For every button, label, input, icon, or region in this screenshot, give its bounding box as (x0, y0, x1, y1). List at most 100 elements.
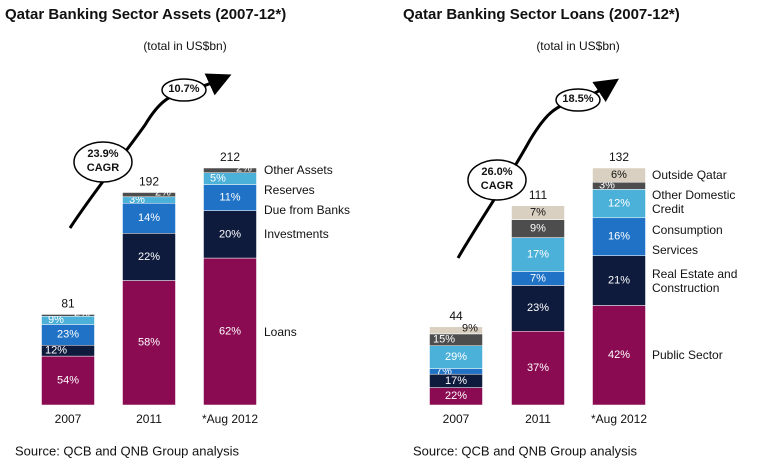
legend-entry: Outside Qatar (652, 168, 727, 183)
value-label: 17% (527, 248, 549, 260)
chart-subtitle: (total in US$bn) (536, 39, 619, 53)
annotation: 10.7% (168, 83, 200, 95)
value-label: 7% (530, 207, 546, 219)
annotation-box: 18.5% (562, 93, 594, 105)
bar-segment (511, 285, 565, 332)
value-label: 9% (530, 223, 546, 235)
legend-entry-box: Consumption (652, 223, 723, 238)
legend-entry-box: Real Estate and Construction (652, 266, 738, 295)
value-label: 6% (611, 169, 627, 181)
bar-total: 111 (529, 188, 548, 202)
bar-segment (122, 192, 176, 198)
annotation: 23.9% CAGR (86, 148, 120, 174)
legend-entry: Loans (264, 324, 297, 339)
bar-segment (511, 205, 565, 220)
legend-entry: Due from Banks (264, 203, 351, 218)
growth-arrow (68, 73, 232, 229)
value-label: 58% (138, 337, 160, 349)
bar-segment (511, 331, 565, 406)
value-label: 14% (138, 212, 160, 224)
annotation-box: 26.0% CAGR (480, 166, 514, 192)
legend-entry: Services (652, 243, 699, 258)
annotation: 26.0% CAGR (480, 166, 514, 192)
value-label: 7% (530, 272, 546, 284)
value-label: 9% (48, 314, 64, 326)
bar-segment (122, 233, 176, 281)
bar-segment (41, 314, 95, 317)
value-label: 20% (219, 228, 241, 240)
x-tick-label: 2007 (443, 412, 470, 426)
legend-entry-box: Investments (264, 227, 329, 242)
bar-segment (122, 202, 176, 234)
annotation-ellipse (161, 78, 207, 102)
annotation: 18.5% (562, 93, 594, 105)
x-tick-label: 2011 (525, 412, 551, 426)
chart-subtitle: (total in US$bn) (143, 39, 226, 53)
chart-title: Qatar Banking Sector Assets (2007-12*) (5, 6, 286, 23)
bar-segment (429, 326, 483, 335)
value-label: 12% (608, 197, 630, 209)
annotation-box: 10.7% (168, 83, 200, 95)
bar-total: 44 (449, 309, 463, 323)
value-label: 5% (210, 173, 226, 185)
value-label: 3% (599, 180, 615, 192)
value-label: 2% (236, 162, 252, 174)
value-label: 17% (445, 375, 467, 387)
bar-segment (122, 280, 176, 406)
bar-segment (511, 237, 565, 272)
value-label: 23% (57, 329, 79, 341)
legend-entry-box: Outside Qatar (652, 168, 727, 183)
x-tick-label: 2011 (136, 412, 162, 426)
chart-title: Qatar Banking Sector Loans (2007-12*) (403, 6, 680, 23)
legend-entry-box: Services (652, 243, 699, 258)
bar-segment (203, 210, 257, 259)
x-tick-label: 2007 (55, 412, 82, 426)
legend-entry: Reserves (264, 183, 315, 198)
value-label: 42% (608, 349, 630, 361)
legend-entry: Public Sector (652, 348, 723, 363)
bar-segment (203, 184, 257, 211)
value-label: 54% (57, 374, 79, 386)
legend-entry-box: Loans (264, 324, 297, 339)
legend-entry: Investments (264, 227, 329, 242)
bar-total: 192 (139, 175, 159, 189)
value-label: 21% (608, 274, 630, 286)
value-label: 15% (433, 334, 455, 346)
annotation-box: 23.9% CAGR (86, 148, 120, 174)
legend-entry-box: Other Assets (264, 163, 333, 178)
legend-entry: Consumption (652, 223, 723, 238)
value-label: 2% (155, 187, 171, 199)
value-label: 9% (462, 322, 478, 334)
value-label: 37% (527, 362, 549, 374)
annotation-ellipse (73, 141, 133, 183)
annotation-ellipse (467, 159, 527, 201)
x-tick-label: *Aug 2012 (591, 412, 647, 426)
source: Source: QCB and QNB Group analysis (413, 443, 637, 458)
value-label: 11% (219, 192, 240, 204)
value-label: 23% (527, 302, 549, 314)
bar-segment (41, 355, 95, 406)
value-label: 16% (608, 231, 630, 243)
value-label: 62% (219, 325, 241, 337)
legend-entry-box: Reserves (264, 183, 315, 198)
legend-entry-box: Due from Banks (264, 203, 351, 218)
legend-entry: Other Assets (264, 163, 333, 178)
value-label: 2% (74, 307, 90, 319)
annotation-ellipse (555, 88, 601, 112)
bar-total: 212 (220, 150, 240, 164)
value-label: 22% (445, 390, 467, 402)
legend-entry-box: Other Domestic Credit (652, 188, 736, 217)
bar-segment (203, 167, 257, 173)
source: Source: QCB and QNB Group analysis (15, 443, 239, 458)
bar-total: 132 (609, 150, 629, 164)
bar-segment (203, 257, 257, 406)
value-label: 22% (138, 251, 160, 263)
bar-segment (592, 305, 646, 406)
legend-entry-box: Public Sector (652, 348, 723, 363)
bar-segment (592, 217, 646, 256)
bar-segment (592, 255, 646, 306)
legend-entry: Other Domestic Credit (652, 188, 736, 217)
bar-total: 81 (61, 297, 75, 311)
legend-entry: Real Estate and Construction (652, 266, 738, 295)
